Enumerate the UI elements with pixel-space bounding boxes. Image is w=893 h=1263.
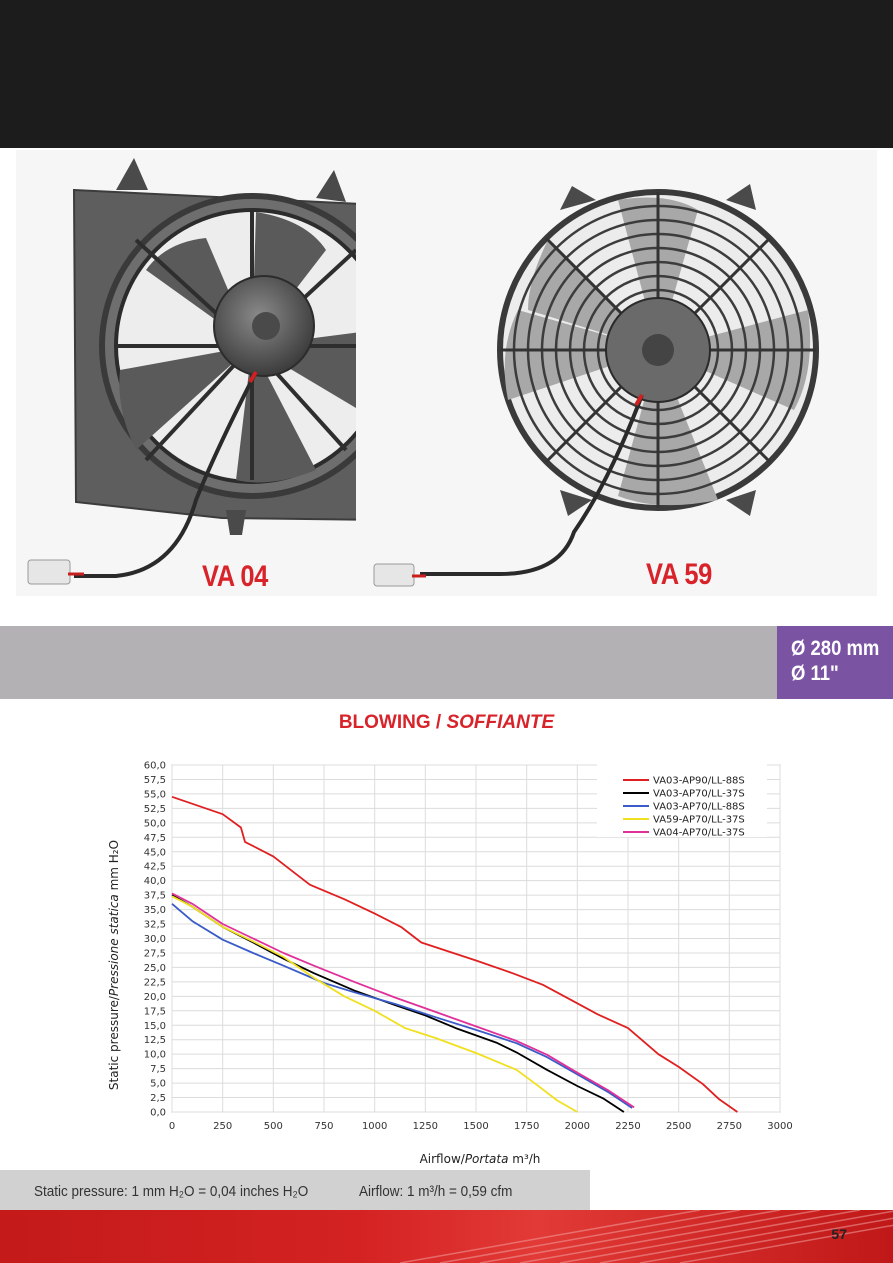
y-axis-title: Static pressure/Pressione statica mm H₂O (107, 840, 121, 1090)
series-line-5 (171, 892, 635, 1109)
chart-series (171, 795, 738, 1113)
legend-label: VA03-AP90/LL-88S (653, 776, 745, 787)
y-tick-label: 40,0 (144, 876, 166, 887)
legend-label: VA03-AP70/LL-37S (653, 789, 745, 800)
stripe-decoration (399, 1210, 893, 1263)
y-tick-label: 2,5 (150, 1093, 166, 1104)
va59-label: VA 59 (646, 558, 712, 591)
y-tick-label: 32,5 (144, 920, 166, 931)
y-axis-title-it: Pressione statica (107, 894, 121, 996)
x-tick-label: 0 (169, 1121, 175, 1132)
legend-label: VA04-AP70/LL-37S (653, 828, 745, 839)
grey-divider-band (0, 626, 777, 699)
x-tick-label: 2500 (666, 1121, 691, 1132)
y-tick-label: 30,0 (144, 934, 166, 945)
y-tick-label: 0,0 (150, 1108, 166, 1119)
y-tick-label: 10,0 (144, 1050, 166, 1061)
pressure-airflow-chart: 0,0 2,5 5,0 7,5 10,0 12,5 15,0 17,5 20,0 22,5 25,0… (107, 761, 793, 1166)
legend-box (597, 762, 767, 837)
x-tick-label: 1500 (463, 1121, 488, 1132)
y-tick-label: 25,0 (144, 963, 166, 974)
x-axis-title-unit: m³/h (508, 1152, 540, 1165)
x-tick-label: 500 (264, 1121, 283, 1132)
units-note: Static pressure: 1 mm H₂O = 0,04 inches … (0, 1170, 590, 1210)
airflow-note: Airflow: 1 m³/h = 0,59 cfm (358, 1183, 513, 1200)
bottom-decorative-band (0, 1210, 893, 1263)
diameter-inches: Ø 11" (791, 662, 839, 685)
series-line-4 (171, 895, 578, 1113)
chart-title-en: BLOWING / (338, 712, 447, 733)
y-tick-label: 17,5 (144, 1006, 166, 1017)
x-axis-title-en: Airflow/ (420, 1152, 466, 1165)
legend-label: VA59-AP70/LL-37S (653, 815, 745, 826)
y-tick-label: 42,5 (144, 862, 166, 873)
x-tick-label: 2750 (717, 1121, 742, 1132)
x-tick-label: 3000 (767, 1121, 792, 1132)
x-tick-label: 2250 (615, 1121, 640, 1132)
y-axis-title-en: Static pressure/ (107, 995, 121, 1090)
x-tick-label: 1000 (362, 1121, 387, 1132)
y-tick-labels: 0,0 2,5 5,0 7,5 10,0 12,5 15,0 17,5 20,0 22,5 25,0… (144, 761, 166, 1119)
x-axis-title: Airflow/Portata m³/h (420, 1152, 541, 1165)
y-tick-label: 45,0 (144, 847, 166, 858)
legend-label: VA03-AP70/LL-88S (653, 802, 745, 813)
diameter-mm: Ø 280 mm (791, 637, 880, 660)
va04-fan-image (27, 158, 356, 585)
y-tick-label: 7,5 (150, 1064, 166, 1075)
page-number: 57 (831, 1226, 847, 1242)
chart-title: BLOWING / SOFFIANTE (0, 712, 893, 734)
top-header-band (0, 0, 893, 148)
y-tick-label: 60,0 (144, 761, 166, 772)
y-tick-label: 47,5 (144, 833, 166, 844)
chart-title-it: SOFFIANTE (446, 712, 555, 733)
y-tick-label: 27,5 (144, 948, 166, 959)
y-tick-label: 20,0 (144, 992, 166, 1003)
va04-label: VA 04 (202, 560, 268, 593)
y-tick-label: 15,0 (144, 1021, 166, 1032)
va59-fan-image (373, 184, 819, 587)
x-tick-label: 750 (314, 1121, 333, 1132)
chart-legend: VA03-AP90/LL-88S VA03-AP70/LL-37S VA03-AP7… (597, 762, 767, 839)
y-tick-label: 35,0 (144, 905, 166, 916)
series-line-3 (171, 903, 633, 1109)
y-tick-label: 22,5 (144, 977, 166, 988)
x-tick-labels: 0 250 500 750 1000 1250 1500 1750 2000 2250 2500 27… (169, 1121, 793, 1132)
x-tick-label: 1250 (413, 1121, 438, 1132)
x-tick-label: 250 (213, 1121, 232, 1132)
y-tick-label: 55,0 (144, 789, 166, 800)
y-axis-title-unit: mm H₂O (107, 840, 121, 894)
static-pressure-note: Static pressure: 1 mm H₂O = 0,04 inches … (34, 1183, 309, 1200)
y-tick-label: 5,0 (150, 1079, 166, 1090)
y-tick-label: 37,5 (144, 891, 166, 902)
y-tick-label: 12,5 (144, 1035, 166, 1046)
x-tick-label: 1750 (514, 1121, 539, 1132)
x-tick-label: 2000 (565, 1121, 590, 1132)
y-tick-label: 50,0 (144, 818, 166, 829)
x-axis-title-it: Portata (465, 1152, 509, 1165)
y-tick-label: 57,5 (144, 775, 166, 786)
diameter-badge: Ø 280 mm Ø 11" (777, 626, 893, 699)
y-tick-label: 52,5 (144, 804, 166, 815)
series-line-1 (171, 795, 738, 1113)
